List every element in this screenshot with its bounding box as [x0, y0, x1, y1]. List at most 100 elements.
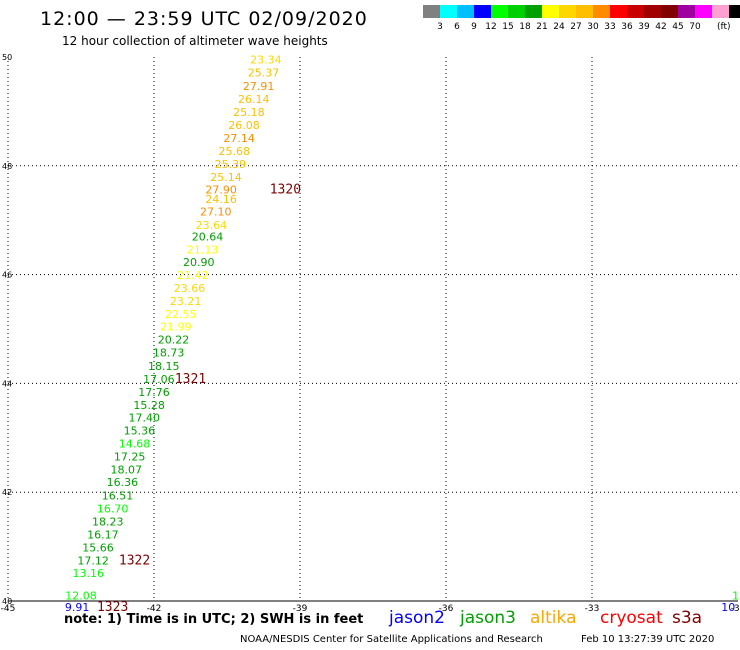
wave-height-value: 23.66	[174, 282, 206, 295]
wave-height-value: 25.68	[219, 145, 251, 158]
legend-swatch	[729, 5, 740, 18]
legend-label: 15	[502, 22, 514, 32]
wave-height-value: 18.23	[92, 515, 124, 528]
wave-height-value: 23.64	[196, 219, 228, 232]
pass-number-label: 1320	[270, 183, 301, 198]
wave-height-value: 10	[721, 601, 735, 614]
legend-swatch	[695, 5, 712, 18]
wave-height-value: 20.22	[158, 334, 190, 347]
pass-number-label: 1322	[119, 554, 150, 569]
satellite-altika: altika	[530, 608, 577, 628]
x-tick-label: -45	[1, 604, 16, 614]
wave-height-value: 13.16	[73, 567, 105, 580]
wave-height-value: 17.12	[77, 555, 109, 568]
wave-height-value: 20.64	[192, 230, 224, 243]
wave-height-value: 27.91	[243, 80, 275, 93]
legend-swatch	[542, 5, 559, 18]
wave-height-value: 25.14	[210, 171, 242, 184]
y-tick-label: 42	[2, 488, 12, 497]
wave-height-value: 1	[732, 589, 739, 602]
legend-label: 39	[638, 22, 650, 32]
wave-height-value: 23.34	[250, 54, 282, 67]
wave-height-value: 27.90	[205, 184, 237, 197]
wave-height-value: 16.70	[97, 502, 129, 515]
x-tick-label: -39	[293, 604, 308, 614]
legend-swatch	[712, 5, 729, 18]
wave-height-value: 18.07	[111, 464, 143, 477]
wave-height-value: 21.99	[160, 321, 192, 334]
legend-swatch	[491, 5, 508, 18]
legend-label: 45	[672, 22, 684, 32]
wave-height-value: 27.14	[223, 132, 255, 145]
wave-height-value: 15.28	[133, 399, 165, 412]
wave-height-value: 9.91	[65, 601, 90, 614]
y-tick-label: 50	[2, 53, 12, 62]
map-subtitle: 12 hour collection of altimeter wave hei…	[62, 34, 328, 48]
legend-swatch	[593, 5, 610, 18]
legend-swatch	[661, 5, 678, 18]
wave-height-value: 27.10	[200, 205, 232, 218]
legend-label: 36	[621, 22, 633, 32]
legend-swatch	[644, 5, 661, 18]
legend-swatch	[457, 5, 474, 18]
wave-height-value: 16.51	[102, 489, 134, 502]
legend-label: 27	[570, 22, 582, 32]
wave-height-value: 18.15	[148, 360, 180, 373]
legend-swatch	[678, 5, 695, 18]
wave-height-value: 26.14	[238, 93, 270, 106]
y-tick-label: 40	[2, 597, 12, 606]
wave-height-value: 17.06	[143, 373, 175, 386]
x-tick-label: -36	[439, 604, 454, 614]
wave-height-value: 16.17	[87, 528, 119, 541]
satellite-s3a: s3a	[672, 608, 703, 628]
wave-height-value: 17.76	[138, 386, 170, 399]
wave-height-value: 14.68	[119, 438, 151, 451]
y-tick-label: 46	[2, 271, 12, 280]
generation-timestamp: Feb 10 13:27:39 UTC 2020	[581, 634, 715, 645]
legend-label: 12	[485, 22, 497, 32]
wave-height-value: 24.16	[205, 193, 237, 206]
legend-label: 42	[655, 22, 667, 32]
y-tick-label: 48	[2, 162, 12, 171]
legend-swatch	[474, 5, 491, 18]
pass-number-label: 1321	[175, 372, 206, 387]
wave-height-value: 18.73	[153, 347, 185, 360]
legend-label: 9	[471, 22, 477, 32]
legend-swatch	[576, 5, 593, 18]
satellite-jason3: jason3	[460, 608, 516, 628]
color-legend	[423, 5, 740, 18]
wave-height-value: 23.21	[170, 295, 202, 308]
satellite-jason2: jason2	[389, 608, 445, 628]
legend-swatch	[423, 5, 440, 18]
pass-number-label: 1323	[97, 600, 128, 615]
x-tick-label: -33	[585, 604, 600, 614]
wave-height-value: 21.42	[177, 269, 209, 282]
legend-unit: (ft)	[717, 22, 731, 32]
legend-swatch	[610, 5, 627, 18]
legend-label: 21	[536, 22, 548, 32]
y-tick-label: 44	[2, 379, 12, 388]
color-legend-labels: 3 6 9 12 15 18 21 24 27 30 33 36 39 42 45 70	[423, 22, 740, 34]
credit-line: NOAA/NESDIS Center for Satellite Applica…	[240, 634, 543, 645]
wave-height-value: 22.55	[165, 308, 197, 321]
satellite-cryosat: cryosat	[600, 608, 663, 628]
wave-height-value: 25.18	[233, 106, 265, 119]
legend-label: 70	[689, 22, 701, 32]
legend-swatch	[559, 5, 576, 18]
wave-height-value: 17.25	[114, 451, 146, 464]
wave-height-value: 15.66	[82, 541, 114, 554]
map-title: 12:00 — 23:59 UTC 02/09/2020	[40, 8, 368, 30]
legend-swatch	[627, 5, 644, 18]
legend-label: 18	[519, 22, 531, 32]
wave-height-value: 26.08	[228, 119, 260, 132]
legend-label: 6	[454, 22, 460, 32]
wave-height-value: 21.13	[187, 243, 219, 256]
x-tick-label: -42	[147, 604, 162, 614]
legend-label: 33	[604, 22, 616, 32]
legend-label: 3	[437, 22, 443, 32]
legend-label: 24	[553, 22, 565, 32]
wave-height-value: 20.90	[183, 256, 215, 269]
wave-height-value: 16.36	[107, 476, 139, 489]
legend-swatch	[440, 5, 457, 18]
